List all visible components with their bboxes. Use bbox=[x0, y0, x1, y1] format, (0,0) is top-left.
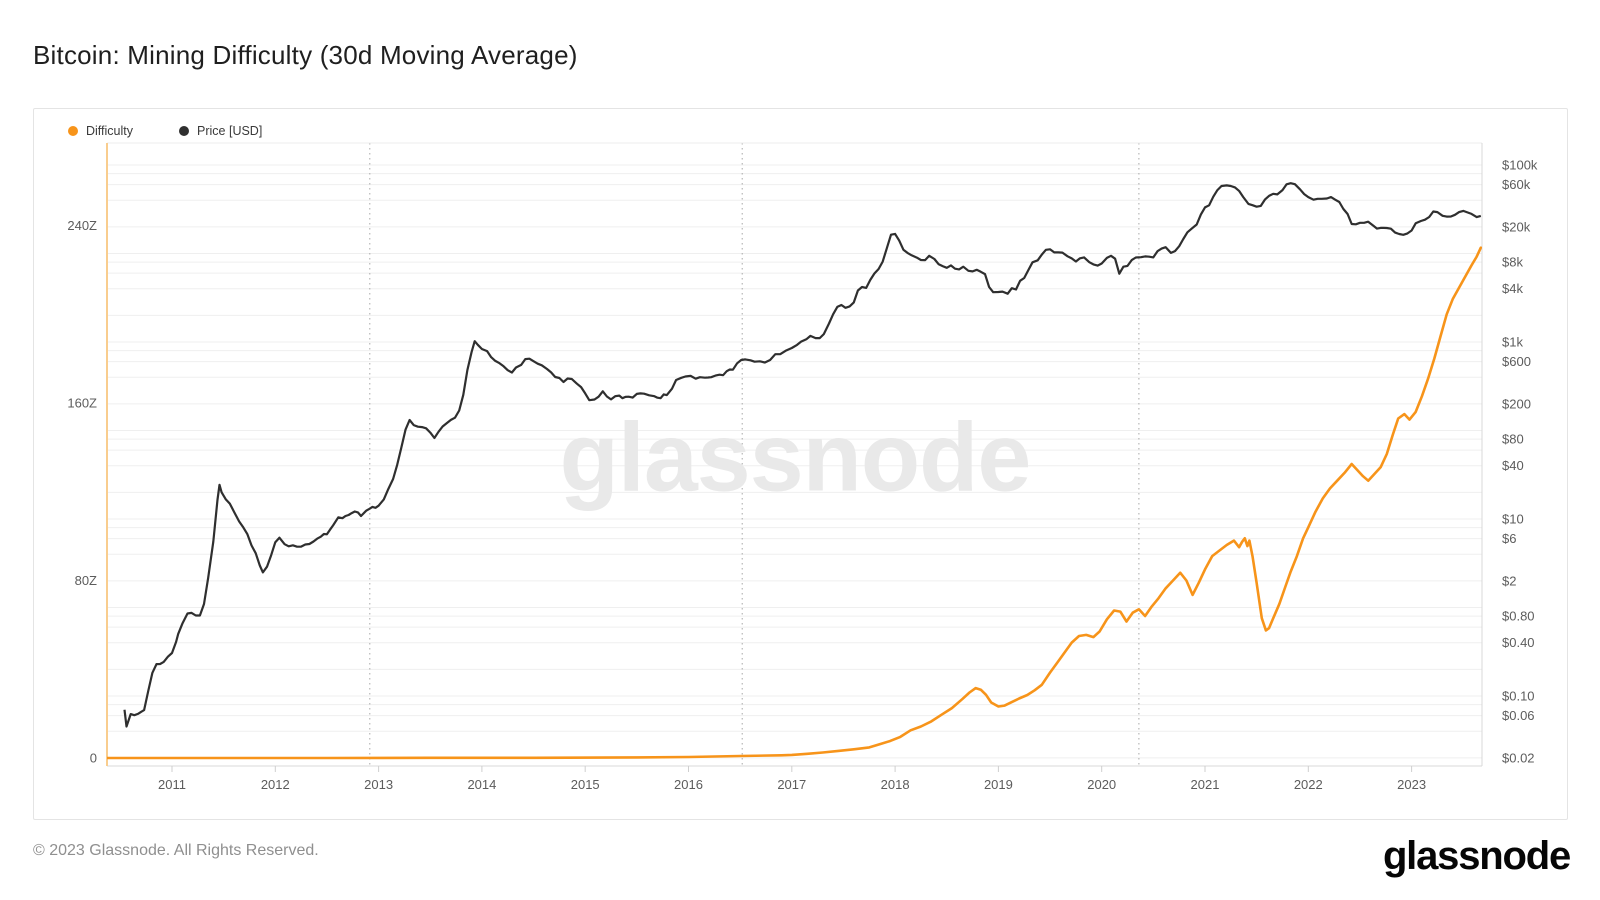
right-axis-tick-label: $60k bbox=[1502, 177, 1531, 192]
price-line bbox=[123, 182, 1482, 728]
right-axis-tick-label: $6 bbox=[1502, 531, 1516, 546]
right-axis-tick-label: $0.06 bbox=[1502, 708, 1535, 723]
x-tick-label: 2015 bbox=[571, 777, 600, 792]
x-tick-label: 2013 bbox=[364, 777, 393, 792]
left-axis-tick-label: 80Z bbox=[75, 573, 97, 588]
x-tick-label: 2012 bbox=[261, 777, 290, 792]
right-axis-tick-label: $10 bbox=[1502, 512, 1524, 527]
right-axis-tick-label: $20k bbox=[1502, 219, 1531, 234]
legend-item-difficulty[interactable]: Difficulty bbox=[68, 124, 133, 138]
legend-label-price: Price [USD] bbox=[197, 124, 263, 138]
price-series-dot-icon bbox=[179, 126, 190, 136]
right-axis-tick-label: $1k bbox=[1502, 335, 1523, 350]
difficulty-line bbox=[107, 246, 1482, 760]
chart-legend: Difficulty Price [USD] bbox=[68, 124, 262, 138]
x-tick-label: 2017 bbox=[777, 777, 806, 792]
right-axis-tick-label: $0.02 bbox=[1502, 750, 1535, 765]
left-axis-tick-label: 0 bbox=[90, 751, 97, 766]
x-tick-label: 2019 bbox=[984, 777, 1013, 792]
x-tick-label: 2014 bbox=[467, 777, 496, 792]
left-axis-tick-label: 240Z bbox=[67, 218, 97, 233]
right-axis-tick-label: $40 bbox=[1502, 458, 1524, 473]
right-axis-tick-label: $4k bbox=[1502, 281, 1523, 296]
right-axis-tick-label: $0.40 bbox=[1502, 635, 1535, 650]
x-tick-label: 2023 bbox=[1397, 777, 1426, 792]
x-tick-label: 2022 bbox=[1294, 777, 1323, 792]
right-axis-tick-label: $0.80 bbox=[1502, 609, 1535, 624]
legend-item-price[interactable]: Price [USD] bbox=[179, 124, 262, 138]
right-axis-tick-label: $600 bbox=[1502, 354, 1531, 369]
page-title: Bitcoin: Mining Difficulty (30d Moving A… bbox=[33, 40, 578, 70]
difficulty-series-dot-icon bbox=[68, 126, 78, 136]
right-axis-tick-label: $100k bbox=[1502, 158, 1538, 173]
x-tick-label: 2011 bbox=[158, 777, 186, 792]
x-tick-label: 2020 bbox=[1087, 777, 1116, 792]
right-axis-tick-label: $200 bbox=[1502, 396, 1531, 411]
x-tick-label: 2018 bbox=[881, 777, 910, 792]
glassnode-logo[interactable]: glassnode bbox=[1382, 834, 1571, 878]
footer-copyright: © 2023 Glassnode. All Rights Reserved. bbox=[33, 842, 319, 859]
right-axis-tick-label: $0.10 bbox=[1502, 689, 1535, 704]
x-tick-label: 2016 bbox=[674, 777, 703, 792]
right-axis-tick-label: $2 bbox=[1502, 573, 1516, 588]
left-axis-tick-label: 160Z bbox=[67, 396, 97, 411]
right-axis-tick-label: $80 bbox=[1502, 432, 1524, 447]
x-tick-label: 2021 bbox=[1191, 777, 1220, 792]
legend-label-difficulty: Difficulty bbox=[86, 124, 134, 138]
right-axis-tick-label: $8k bbox=[1502, 255, 1523, 270]
